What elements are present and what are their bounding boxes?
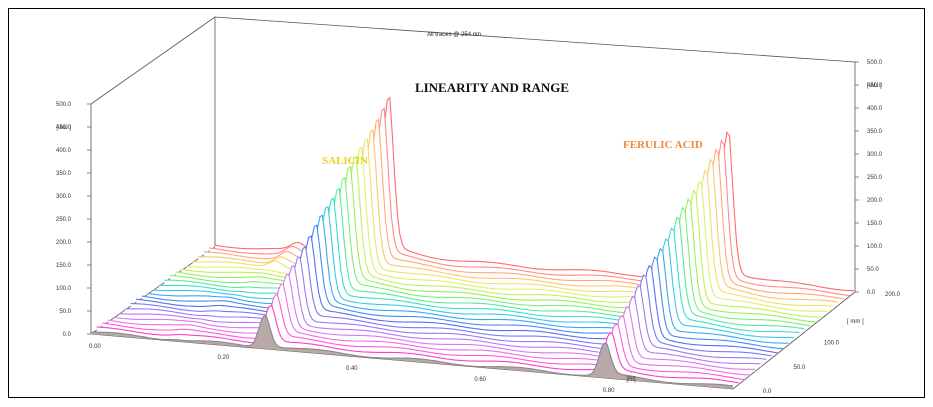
left-y-unit: [ AU ] xyxy=(56,125,71,131)
trace-fill xyxy=(96,305,739,385)
x-tick-label: 0.00 xyxy=(89,344,101,350)
trace-line xyxy=(113,273,756,370)
chart-frame: 0.0 50.0 100.0 150.0 200.0 250.0 300.0 350.0 400… xyxy=(8,8,925,398)
left-y-tick-label: 450.0 xyxy=(56,125,72,131)
trace-line xyxy=(102,293,745,381)
right-y-tick-label: 0.0 xyxy=(867,290,876,296)
chart-caption: All traces @ 254 nm xyxy=(427,32,481,38)
left-y-tick-label: 0.0 xyxy=(63,332,72,338)
left-y-tick-label: 300.0 xyxy=(56,194,72,200)
trace-line xyxy=(152,205,795,339)
trace-fill xyxy=(130,247,772,359)
left-y-tick-label: 400.0 xyxy=(56,148,72,154)
chromatogram-3d-chart: 0.0 50.0 100.0 150.0 200.0 250.0 300.0 350.0 400… xyxy=(56,16,901,395)
trace-line xyxy=(141,224,783,350)
salicin-label: SALICIN xyxy=(322,155,368,167)
left-y-tick-label: 200.0 xyxy=(56,240,72,246)
depth-tick-label: 0.0 xyxy=(763,389,772,395)
trace-line xyxy=(164,187,806,330)
left-y-tick-label: 500.0 xyxy=(56,102,72,108)
right-y-tick-label: 500.0 xyxy=(867,60,883,66)
right-y-tick-label: 100.0 xyxy=(867,244,883,250)
trace-fill xyxy=(91,316,733,389)
right-y-tick-label: 300.0 xyxy=(867,152,883,158)
x-tick-label: 0.80 xyxy=(603,388,615,394)
trace-line xyxy=(96,304,739,384)
right-y-tick-label: 350.0 xyxy=(867,129,883,135)
trace-fill xyxy=(119,265,761,367)
trace-line xyxy=(119,265,761,365)
depth-tick-label: 100.0 xyxy=(824,341,840,347)
chart-axes: 0.0 50.0 100.0 150.0 200.0 250.0 300.0 350.0 400… xyxy=(56,60,901,395)
chart-traces xyxy=(91,96,856,389)
trace-line xyxy=(91,315,734,387)
left-y-tick-label: 350.0 xyxy=(56,171,72,177)
chart-title: LINEARITY AND RANGE xyxy=(415,80,569,95)
x-tick-label: 0.40 xyxy=(346,366,358,372)
right-y-tick-label: 400.0 xyxy=(867,106,883,112)
trace-line xyxy=(130,246,772,357)
trace-line xyxy=(136,235,778,354)
trace-line xyxy=(175,165,817,323)
trace-line xyxy=(124,256,767,360)
x-tick-label: 0.20 xyxy=(218,355,230,361)
right-y-tick-label: 50.0 xyxy=(867,267,879,273)
trace-fill xyxy=(141,225,783,350)
right-y-tick-label: 450.0 xyxy=(867,83,883,89)
left-y-tick-label: 150.0 xyxy=(56,263,72,269)
left-y-tick-label: 250.0 xyxy=(56,217,72,223)
depth-unit: [ mm ] xyxy=(847,319,864,325)
right-y-unit: [ AU ] xyxy=(867,83,882,89)
left-y-tick-label: 50.0 xyxy=(59,309,71,315)
trace-line xyxy=(158,197,800,334)
trace-line xyxy=(107,283,750,376)
ferulic-acid-label: FERULIC ACID xyxy=(623,139,703,151)
left-top-edge xyxy=(90,16,216,105)
right-y-tick-label: 200.0 xyxy=(867,198,883,204)
depth-tick-label: 50.0 xyxy=(794,365,806,371)
depth-tick-label: 200.0 xyxy=(885,292,901,298)
trace-fill xyxy=(113,274,756,372)
trace-line xyxy=(147,214,789,344)
x-unit: [Rf] xyxy=(626,377,636,383)
right-y-tick-label: 250.0 xyxy=(867,175,883,181)
top-back-edge xyxy=(214,16,856,63)
right-y-tick-label: 150.0 xyxy=(867,221,883,227)
trace-fill xyxy=(102,294,745,381)
trace-fill xyxy=(147,215,789,345)
left-y-tick-label: 100.0 xyxy=(56,286,72,292)
trace-fill xyxy=(124,257,767,363)
trace-line xyxy=(169,176,811,327)
x-tick-label: 0.60 xyxy=(474,377,486,383)
